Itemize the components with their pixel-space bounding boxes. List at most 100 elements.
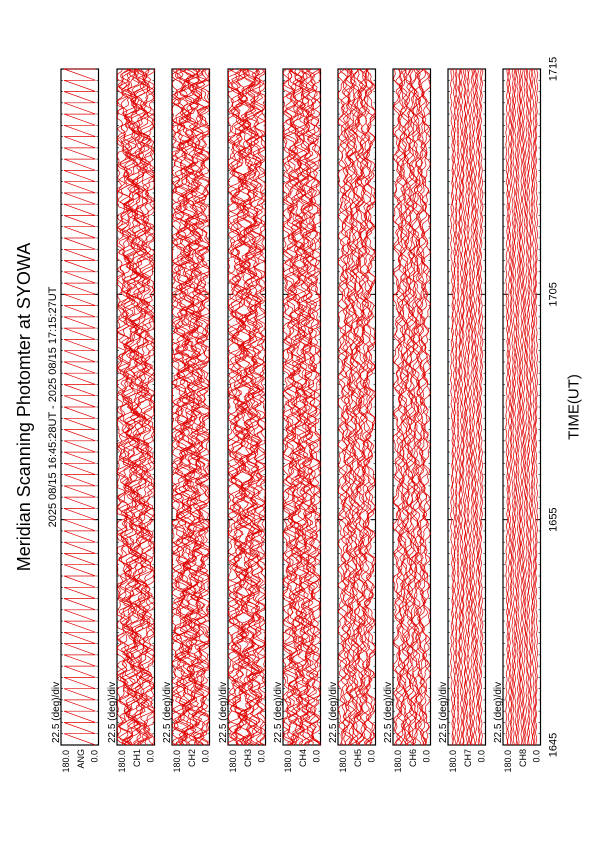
trace-line: [472, 68, 477, 746]
trace-line: [171, 68, 195, 746]
ytick-min: 0.0: [257, 750, 267, 763]
trace-line: [131, 68, 153, 746]
trace-line: [413, 68, 426, 746]
trace-line: [464, 68, 468, 746]
channel-label: CH6: [408, 749, 418, 767]
trace-line: [132, 68, 155, 746]
trace-line: [404, 68, 417, 746]
trace-line: [467, 68, 472, 746]
trace-line: [347, 68, 361, 746]
ytick-max: 180.0: [448, 750, 458, 773]
trace-line: [529, 68, 533, 746]
trace-line: [123, 68, 146, 746]
trace-line: [465, 68, 470, 746]
panel-ang: 180.0 0.0 ANG 22.5 (deg)/div: [51, 68, 100, 773]
trace-line: [186, 68, 210, 746]
trace-line: [176, 68, 200, 746]
trace-line: [354, 68, 369, 746]
trace-line: [524, 68, 528, 746]
channel-label: CH2: [187, 749, 197, 767]
trace-line: [476, 68, 480, 746]
trace-line: [305, 69, 321, 746]
trace-line: [401, 68, 414, 746]
xtick-label: 1645: [548, 733, 560, 757]
trace-line: [194, 69, 210, 745]
trace-line: [178, 68, 202, 746]
scale-label: 22.5 (deg)/div: [438, 682, 449, 743]
xtick-label: 1705: [548, 282, 560, 306]
trace-line: [283, 68, 296, 746]
ytick-min: 0.0: [477, 750, 487, 763]
trace-line: [460, 68, 465, 746]
ytick-min: 0.0: [146, 750, 156, 763]
trace-line: [63, 68, 96, 746]
ytick-min: 0.0: [201, 750, 211, 763]
trace-line: [397, 68, 410, 746]
scale-label: 22.5 (deg)/div: [328, 682, 339, 743]
trace-line: [474, 68, 479, 746]
ytick-min: 0.0: [90, 750, 100, 763]
trace-line: [478, 68, 482, 746]
trace-line: [458, 68, 463, 746]
trace-line: [508, 68, 512, 746]
panel-ch5: 180.0 0.0 CH5 22.5 (deg)/div: [328, 68, 377, 773]
trace-line: [289, 68, 309, 746]
trace-line: [300, 68, 319, 746]
trace-line: [512, 68, 516, 746]
scale-label: 22.5 (deg)/div: [273, 682, 284, 743]
ytick-min: 0.0: [312, 750, 322, 763]
ytick-max: 180.0: [283, 750, 293, 773]
trace-line: [522, 68, 526, 746]
panel-ch2: 180.0 0.0 CH2 22.5 (deg)/div: [162, 68, 211, 773]
trace-line: [250, 69, 266, 746]
trace-line: [228, 68, 243, 746]
trace-line: [357, 68, 372, 746]
ytick-min: 0.0: [532, 750, 542, 763]
trace-line: [247, 68, 266, 746]
ytick-min: 0.0: [367, 750, 377, 763]
trace-line: [188, 68, 210, 746]
trace-line: [297, 68, 316, 746]
trace-line: [338, 68, 349, 746]
scale-label: 22.5 (deg)/div: [162, 682, 173, 743]
trace-line: [121, 68, 142, 746]
trace-line: [394, 68, 407, 746]
trace-line: [117, 68, 139, 746]
ytick-max: 180.0: [393, 750, 403, 773]
trace-line: [393, 68, 405, 746]
trace-line: [175, 68, 198, 746]
channel-label: CH3: [243, 749, 253, 767]
channel-label: ANG: [76, 749, 86, 769]
trace-line: [364, 68, 376, 746]
trace-line: [240, 68, 262, 746]
trace-line: [471, 68, 475, 746]
trace-line: [510, 68, 514, 745]
panel-ch1: 180.0 0.0 CH1 22.5 (deg)/div: [107, 68, 156, 773]
trace-line: [174, 68, 196, 746]
trace-line: [302, 68, 321, 746]
trace-line: [519, 68, 523, 746]
ytick-max: 180.0: [117, 750, 127, 773]
trace-line: [535, 68, 539, 746]
trace-line: [138, 68, 155, 746]
trace-line: [455, 68, 459, 746]
trace-line: [514, 68, 518, 746]
trace-line: [140, 69, 155, 746]
channel-label: CH1: [132, 749, 142, 767]
trace-line: [341, 68, 356, 746]
trace-line: [134, 68, 155, 746]
trace-line: [190, 68, 210, 746]
trace-line: [528, 68, 532, 746]
trace-line: [396, 68, 408, 746]
trace-line: [526, 68, 530, 746]
trace-line: [307, 68, 321, 746]
chart-title: Meridian Scanning Photomter at SYOWA: [14, 243, 34, 571]
trace-line: [451, 68, 456, 746]
channel-label: CH4: [298, 749, 308, 767]
trace-line: [515, 68, 519, 745]
trace-line: [228, 68, 245, 745]
xtick-label: 1655: [548, 507, 560, 531]
xtick-label: 1715: [548, 57, 560, 81]
trace-line: [521, 68, 525, 746]
